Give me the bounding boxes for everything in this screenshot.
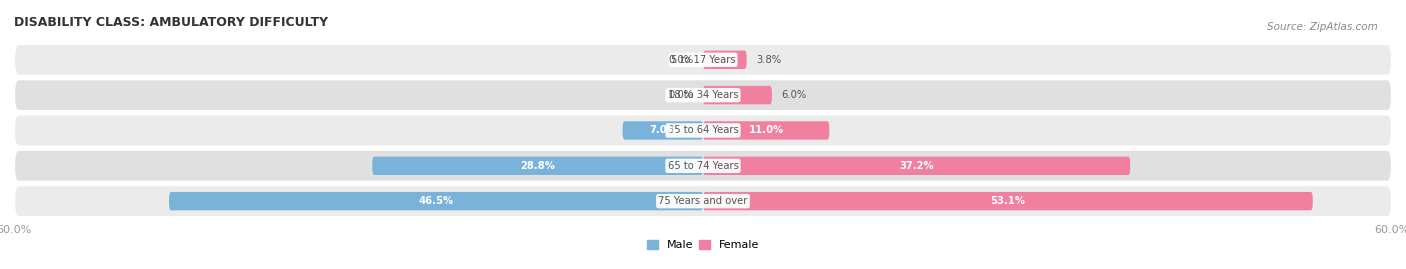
Legend: Male, Female: Male, Female bbox=[643, 236, 763, 255]
FancyBboxPatch shape bbox=[14, 150, 1392, 182]
Text: 0.0%: 0.0% bbox=[669, 55, 693, 65]
FancyBboxPatch shape bbox=[14, 79, 1392, 111]
Text: 28.8%: 28.8% bbox=[520, 161, 555, 171]
FancyBboxPatch shape bbox=[703, 121, 830, 140]
Text: 6.0%: 6.0% bbox=[782, 90, 806, 100]
FancyBboxPatch shape bbox=[14, 185, 1392, 217]
Text: 5 to 17 Years: 5 to 17 Years bbox=[671, 55, 735, 65]
FancyBboxPatch shape bbox=[169, 192, 703, 210]
Text: 46.5%: 46.5% bbox=[419, 196, 454, 206]
Text: 35 to 64 Years: 35 to 64 Years bbox=[668, 125, 738, 136]
Text: 0.0%: 0.0% bbox=[669, 90, 693, 100]
Text: Source: ZipAtlas.com: Source: ZipAtlas.com bbox=[1267, 22, 1378, 31]
FancyBboxPatch shape bbox=[14, 44, 1392, 76]
Text: DISABILITY CLASS: AMBULATORY DIFFICULTY: DISABILITY CLASS: AMBULATORY DIFFICULTY bbox=[14, 16, 328, 30]
FancyBboxPatch shape bbox=[373, 157, 703, 175]
Text: 65 to 74 Years: 65 to 74 Years bbox=[668, 161, 738, 171]
FancyBboxPatch shape bbox=[14, 115, 1392, 146]
FancyBboxPatch shape bbox=[703, 51, 747, 69]
Text: 37.2%: 37.2% bbox=[900, 161, 934, 171]
Text: 11.0%: 11.0% bbox=[748, 125, 783, 136]
Text: 53.1%: 53.1% bbox=[990, 196, 1025, 206]
FancyBboxPatch shape bbox=[703, 157, 1130, 175]
FancyBboxPatch shape bbox=[703, 192, 1313, 210]
Text: 75 Years and over: 75 Years and over bbox=[658, 196, 748, 206]
FancyBboxPatch shape bbox=[703, 86, 772, 104]
FancyBboxPatch shape bbox=[623, 121, 703, 140]
Text: 7.0%: 7.0% bbox=[650, 125, 676, 136]
Text: 18 to 34 Years: 18 to 34 Years bbox=[668, 90, 738, 100]
Text: 3.8%: 3.8% bbox=[756, 55, 780, 65]
